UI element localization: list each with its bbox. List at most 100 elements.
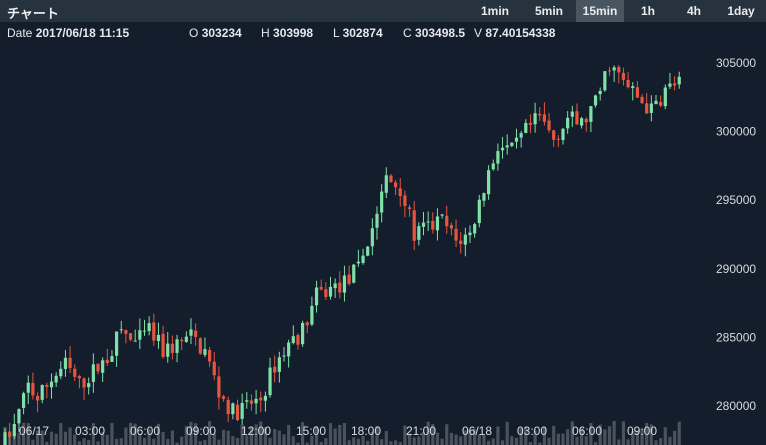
volume-bar <box>445 424 449 445</box>
candle-down <box>607 70 612 72</box>
volume-bar <box>40 430 44 445</box>
volume-bar <box>394 440 398 445</box>
volume-bar <box>282 434 286 445</box>
candle-down <box>105 359 109 364</box>
candle-up <box>384 175 388 193</box>
volume-bar <box>524 426 528 445</box>
volume-bar <box>631 431 635 445</box>
candle-up <box>482 193 486 201</box>
timeframe-1h-button[interactable]: 1h <box>640 4 655 18</box>
volume-bar <box>468 430 472 445</box>
candle-up <box>566 117 570 129</box>
date-value: 2017/06/18 11:15 <box>35 26 130 40</box>
volume-bar <box>552 425 556 445</box>
volume-bar <box>231 436 235 445</box>
candle-up <box>440 214 444 216</box>
y-axis: 280000 285000 290000 295000 300000 305000 <box>716 56 756 413</box>
candle-up <box>166 343 170 357</box>
close-readout: C 303498.5 <box>403 26 465 40</box>
timeframe-1min-button[interactable]: 1min <box>480 4 509 18</box>
volume-bar <box>128 422 133 445</box>
candle-up <box>514 137 519 142</box>
candle-down <box>394 182 398 188</box>
timeframe-4h-button[interactable]: 4h <box>686 4 701 18</box>
volume-bar <box>389 441 393 445</box>
candle-down <box>212 361 216 376</box>
candle-down <box>659 101 663 106</box>
candle-down <box>198 338 202 354</box>
open-readout: O 303234 <box>189 26 242 40</box>
volume-bar <box>208 421 212 445</box>
volume-bar <box>273 429 277 445</box>
candle-up <box>3 432 7 445</box>
x-axis-tick-label: 21:00 <box>406 424 436 438</box>
volume-bar <box>635 431 639 445</box>
candle-down <box>35 395 40 401</box>
volume-bar <box>31 439 35 445</box>
volume-bar <box>603 429 607 445</box>
candle-down <box>389 175 393 183</box>
volume-bar <box>621 421 626 445</box>
candle-up <box>156 334 161 342</box>
volume-bar <box>435 432 440 445</box>
volume-bar <box>668 436 672 445</box>
volume-bar <box>598 424 602 445</box>
volume-bar <box>115 438 119 445</box>
candle-up <box>649 103 653 113</box>
candle-down <box>635 87 639 98</box>
volume-bar <box>398 442 402 445</box>
timeframe-1day-button[interactable]: 1day <box>727 4 755 18</box>
candle-up <box>505 145 509 148</box>
open-value: 303234 <box>201 26 242 40</box>
candle-up <box>119 329 123 331</box>
candle-down <box>259 397 263 401</box>
volume-bar <box>26 423 30 445</box>
candle-up <box>133 340 137 342</box>
candle-up <box>254 398 258 404</box>
candle-up <box>668 83 672 87</box>
candle-up <box>301 322 305 345</box>
volume-bar <box>259 421 263 445</box>
candle-up <box>487 170 491 195</box>
candle-down <box>273 366 277 373</box>
candle-up <box>291 336 295 343</box>
candle-up <box>333 283 337 289</box>
volume-bar <box>161 432 165 445</box>
x-axis-tick-label: 03:00 <box>517 424 547 438</box>
candle-up <box>435 216 440 231</box>
volume-bar <box>194 423 198 445</box>
candle-up <box>115 331 119 356</box>
candle-up <box>147 323 151 332</box>
ohlc-info-bar: Date 2017/06/18 11:15 O 303234 H 303998 … <box>0 22 766 43</box>
timeframe-15min-button[interactable]: 15min <box>576 0 624 22</box>
timeframe-5min-button[interactable]: 5min <box>534 4 563 18</box>
candle-down <box>347 274 351 284</box>
candlestick-chart[interactable]: 280000 285000 290000 295000 300000 305000 06/… <box>0 43 766 445</box>
volume-bar <box>584 436 588 445</box>
volume-bar <box>617 439 621 445</box>
app-title: チャート <box>7 6 59 21</box>
high-value: 303998 <box>273 26 314 40</box>
candle-down <box>180 339 184 342</box>
candle-up <box>175 339 179 353</box>
y-axis-tick-label: 280000 <box>716 399 756 413</box>
candle-up <box>310 305 314 325</box>
candle-up <box>231 403 235 415</box>
volume-bar <box>403 425 407 445</box>
volume-bar <box>296 442 300 445</box>
candle-down <box>645 103 649 114</box>
y-axis-tick-label: 300000 <box>716 125 756 139</box>
volume-bar <box>96 441 100 445</box>
candle-down <box>194 330 198 337</box>
volume-bar <box>421 432 426 445</box>
volume-bar <box>487 440 491 445</box>
volume-bar <box>170 430 174 445</box>
x-axis-tick-label: 18:00 <box>351 424 381 438</box>
candle-down <box>528 122 533 125</box>
volume-bar <box>77 441 81 445</box>
volume-bar <box>347 440 351 445</box>
volume-bar <box>459 436 463 445</box>
volume-bar <box>49 431 54 445</box>
volume-bar <box>245 435 249 445</box>
low-readout: L 302874 <box>333 26 383 40</box>
